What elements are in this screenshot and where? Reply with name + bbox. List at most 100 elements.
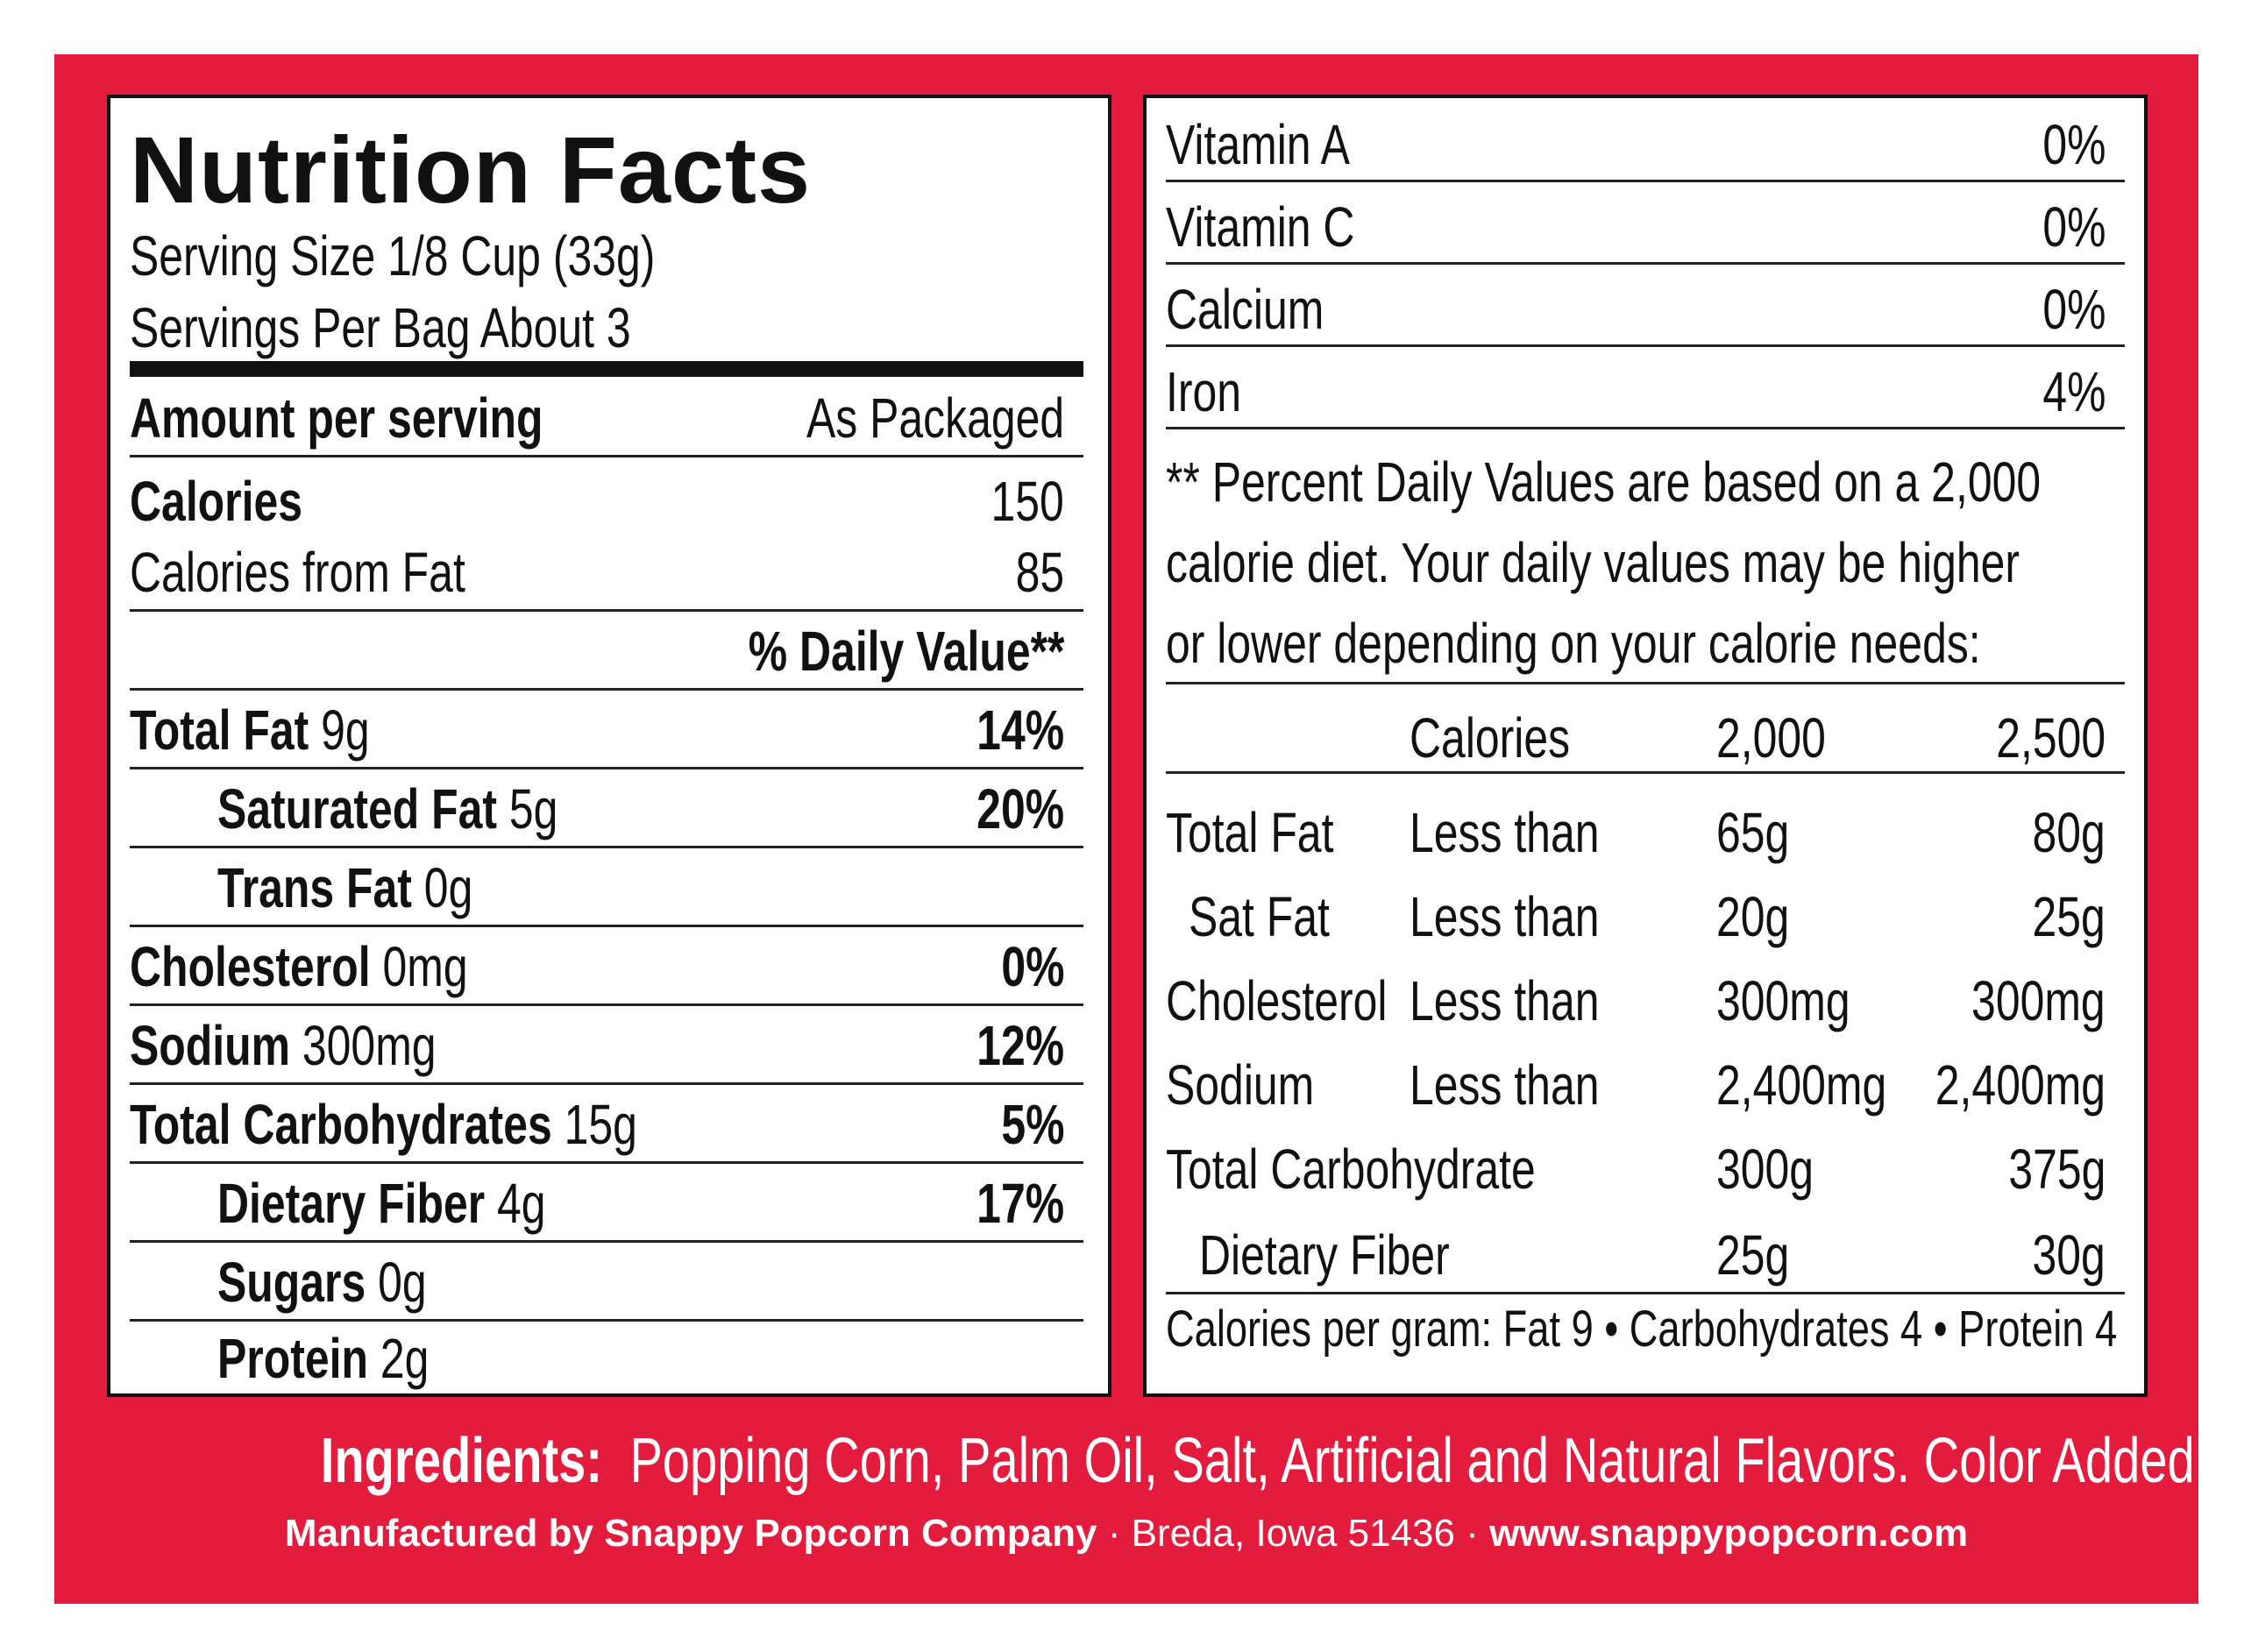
nutrient-dv: 14% [976, 698, 1064, 762]
ingredients-line: Ingredients: Popping Corn, Palm Oil, Sal… [54, 1422, 2209, 1500]
nutrition-label-card: Nutrition Facts Serving Size 1/8 Cup (33… [54, 54, 2209, 1604]
nutrient-row: Cholesterol 0mg 0% [130, 927, 1083, 1006]
vitamin-name: Calcium [1166, 278, 1324, 341]
nutrient-row: Dietary Fiber 4g 17% [130, 1164, 1083, 1243]
footnote-line: calorie diet. Your daily values may be h… [1166, 531, 2020, 594]
dv-row-nutrient: Total Fat [1166, 801, 1334, 864]
dv-row-2500: 80g [2032, 801, 2106, 864]
footnote-line: ** Percent Daily Values are based on a 2… [1166, 450, 2042, 514]
dv-row-nutrient: Cholesterol [1166, 969, 1388, 1032]
amount-header-value: As Packaged [806, 386, 1064, 450]
dv-row-qualifier: Less than [1410, 969, 1600, 1032]
serving-size: Serving Size 1/8 Cup (33g) [130, 224, 656, 287]
manufacturer-website[interactable]: www.snappypopcorn.com [1489, 1512, 1969, 1555]
nutrient-row: Sodium 300mg 12% [130, 1006, 1083, 1085]
nutrient-amount: 0g [378, 1251, 427, 1314]
nutrient-name: Trans Fat [217, 856, 412, 919]
calories-row: Calories 150 [130, 457, 1083, 538]
dv-row-2500: 30g [2032, 1223, 2106, 1287]
nutrient-name: Cholesterol [130, 935, 371, 998]
nutrient-row: Sugars 0g [130, 1243, 1083, 1322]
manufacturer-line: Manufactured by Snappy Popcorn Company ·… [54, 1509, 2198, 1558]
nutrient-row: Saturated Fat 5g 20% [130, 769, 1083, 848]
nutrition-facts-title: Nutrition Facts [130, 117, 812, 223]
vitamin-row: Vitamin A 0% [1166, 109, 2125, 182]
nutrient-name: Total Fat [130, 698, 309, 762]
nutrient-name: Dietary Fiber [217, 1172, 486, 1235]
vitamin-row: Iron 4% [1166, 347, 2125, 429]
vitamin-row: Vitamin C 0% [1166, 182, 2125, 265]
nutrient-name: Saturated Fat [217, 777, 497, 840]
nutrient-amount: 2g [380, 1327, 430, 1390]
dv-row-2500: 375g [2007, 1138, 2106, 1201]
vitamin-row: Calcium 0% [1166, 265, 2125, 347]
nutrient-amount: 4g [497, 1172, 546, 1235]
dv-row-2000: 25g [1716, 1223, 1790, 1287]
dv-row-2000: 300mg [1716, 969, 1850, 1032]
nutrient-dv: 0% [1000, 935, 1064, 998]
dv-row-qualifier: Less than [1410, 1053, 1600, 1117]
divider [1166, 771, 2125, 774]
dv-row-qualifier: Less than [1410, 885, 1600, 948]
divider [1166, 1292, 2125, 1294]
vitamin-name: Vitamin C [1166, 195, 1355, 259]
vitamin-name: Vitamin A [1166, 113, 1350, 176]
dv-header-2500: 2,500 [1996, 706, 2106, 769]
vitamin-name: Iron [1166, 360, 1242, 423]
nutrient-amount: 0g [423, 856, 473, 919]
nutrient-amount: 0mg [382, 935, 468, 998]
nutrient-name: Protein [217, 1327, 368, 1390]
manufacturer-name: Manufactured by Snappy Popcorn Company [284, 1512, 1097, 1555]
calories-from-fat-label: Calories from Fat [130, 541, 465, 604]
dv-row-2500: 25g [2032, 885, 2106, 948]
dv-row-qualifier: Less than [1410, 801, 1600, 864]
nutrient-dv: 17% [976, 1172, 1064, 1235]
dv-row-2500: 2,400mg [1935, 1053, 2106, 1117]
nutrient-dv: 12% [976, 1014, 1064, 1077]
nutrient-amount: 9g [321, 698, 370, 762]
calories-from-fat-row: Calories from Fat 85 [130, 538, 1083, 612]
vitamin-value: 0% [2042, 113, 2106, 176]
calories-label: Calories [130, 470, 302, 533]
ingredients-label: Ingredients: [320, 1426, 603, 1496]
dv-row-nutrient: Total Carbohydrate [1166, 1138, 1536, 1201]
daily-value-header-row: % Daily Value** [130, 612, 1083, 691]
daily-values-panel: Vitamin A 0% Vitamin C 0% Calcium 0% Iro… [1143, 95, 2148, 1397]
dv-row-2000: 300g [1716, 1138, 1814, 1201]
amount-header-label: Amount per serving [130, 386, 543, 450]
nutrient-name: Total Carbohydrates [130, 1093, 552, 1156]
nutrient-name: Sugars [217, 1251, 366, 1314]
vitamin-value: 4% [2042, 360, 2106, 423]
dv-row-2000: 20g [1716, 885, 1790, 948]
nutrient-amount: 15g [564, 1093, 637, 1156]
nutrition-facts-panel: Nutrition Facts Serving Size 1/8 Cup (33… [107, 95, 1111, 1397]
calories-value: 150 [991, 470, 1064, 533]
nutrient-name: Sodium [130, 1014, 291, 1077]
calories-per-gram: Calories per gram: Fat 9 • Carbohydrates… [1166, 1301, 2118, 1358]
nutrient-dv: 20% [976, 777, 1064, 840]
dv-row-2500: 300mg [1971, 969, 2106, 1032]
nutrient-row: Total Carbohydrates 15g 5% [130, 1085, 1083, 1164]
dv-header-calories: Calories [1410, 706, 1571, 769]
nutrient-row: Total Fat 9g 14% [130, 691, 1083, 769]
footnote-line: or lower depending on your calorie needs… [1166, 612, 1981, 675]
vitamin-value: 0% [2042, 195, 2106, 259]
dv-header-2000: 2,000 [1716, 706, 1826, 769]
ingredients-text: Popping Corn, Palm Oil, Salt, Artificial… [629, 1426, 2209, 1496]
dv-row-nutrient: Sodium [1166, 1053, 1315, 1117]
servings-per-bag: Servings Per Bag About 3 [130, 296, 631, 359]
nutrient-row: Trans Fat 0g [130, 848, 1083, 927]
nutrient-dv: 5% [1000, 1093, 1064, 1156]
amount-header-row: Amount per serving As Packaged [130, 377, 1083, 457]
dv-row-nutrient: Dietary Fiber [1199, 1223, 1450, 1287]
nutrient-row: Protein 2g [130, 1322, 1083, 1395]
nutrient-amount: 300mg [302, 1014, 437, 1077]
divider [1166, 682, 2125, 684]
dv-row-nutrient: Sat Fat [1189, 885, 1330, 948]
nutrient-amount: 5g [508, 777, 558, 840]
dv-row-2000: 2,400mg [1716, 1053, 1887, 1117]
daily-value-header: % Daily Value** [748, 620, 1064, 683]
calories-from-fat-value: 85 [1015, 541, 1064, 604]
thick-divider [130, 361, 1083, 377]
manufacturer-location: · Breda, Iowa 51436 · [1097, 1512, 1490, 1555]
